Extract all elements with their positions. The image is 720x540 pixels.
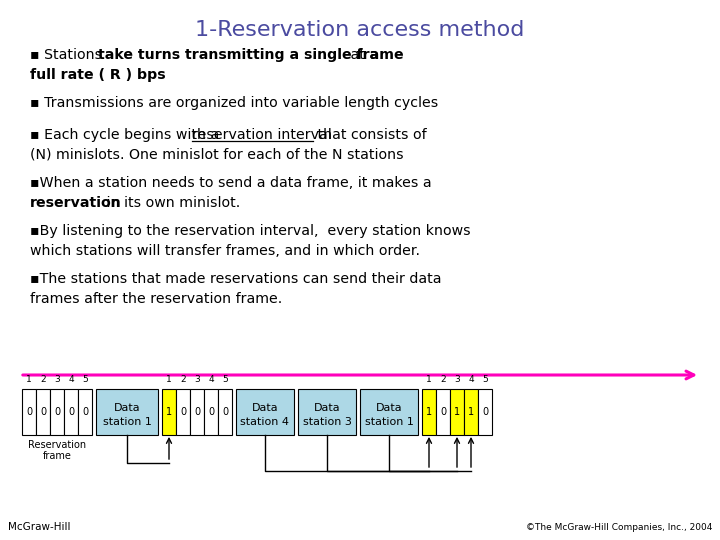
Bar (478, 389, 492, 435)
Text: 1: 1 (426, 375, 432, 384)
Bar (360, 389, 418, 435)
Text: station 1: station 1 (102, 417, 151, 427)
Text: in its own minislot.: in its own minislot. (102, 196, 240, 210)
Text: ▪By listening to the reservation interval,  every station knows: ▪By listening to the reservation interva… (30, 224, 471, 238)
Text: 0: 0 (180, 407, 186, 417)
Text: station 3: station 3 (302, 417, 351, 427)
Bar (78, 389, 92, 435)
Text: Reservation: Reservation (28, 440, 86, 450)
Text: take turns transmitting a single frame: take turns transmitting a single frame (98, 48, 404, 62)
Text: ©The McGraw-Hill Companies, Inc., 2004: ©The McGraw-Hill Companies, Inc., 2004 (526, 523, 712, 532)
Text: frame: frame (42, 451, 71, 461)
Text: 0: 0 (82, 407, 88, 417)
Text: 5: 5 (482, 375, 488, 384)
Text: reservation: reservation (30, 196, 122, 210)
Bar (422, 389, 436, 435)
Text: Data: Data (314, 403, 341, 413)
Text: frames after the reservation frame.: frames after the reservation frame. (30, 292, 282, 306)
Text: 3: 3 (54, 375, 60, 384)
Text: at a: at a (346, 48, 378, 62)
Text: 5: 5 (222, 375, 228, 384)
Text: (N) minislots. One minislot for each of the N stations: (N) minislots. One minislot for each of … (30, 148, 404, 162)
Text: 0: 0 (68, 407, 74, 417)
Bar (464, 389, 478, 435)
Bar (64, 389, 78, 435)
Text: 4: 4 (468, 375, 474, 384)
Text: 0: 0 (482, 407, 488, 417)
Text: 0: 0 (26, 407, 32, 417)
Text: 1: 1 (166, 375, 172, 384)
Text: ▪ Each cycle begins with a: ▪ Each cycle begins with a (30, 128, 224, 142)
Text: ▪The stations that made reservations can send their data: ▪The stations that made reservations can… (30, 272, 441, 286)
Text: 1-Reservation access method: 1-Reservation access method (195, 20, 525, 40)
Text: ▪ Transmissions are organized into variable length cycles: ▪ Transmissions are organized into varia… (30, 96, 438, 110)
Text: 0: 0 (40, 407, 46, 417)
Bar (96, 389, 158, 435)
Text: which stations will transfer frames, and in which order.: which stations will transfer frames, and… (30, 244, 420, 258)
Text: 1: 1 (426, 407, 432, 417)
Text: 1: 1 (166, 407, 172, 417)
Text: 0: 0 (194, 407, 200, 417)
Text: 2: 2 (440, 375, 446, 384)
Text: station 1: station 1 (364, 417, 413, 427)
Text: 5: 5 (82, 375, 88, 384)
Text: full rate ( R ) bps: full rate ( R ) bps (30, 68, 166, 82)
Text: McGraw-Hill: McGraw-Hill (8, 522, 71, 532)
Text: 1: 1 (468, 407, 474, 417)
Text: 1: 1 (26, 375, 32, 384)
Text: 2: 2 (180, 375, 186, 384)
Text: 0: 0 (208, 407, 214, 417)
Text: 3: 3 (454, 375, 460, 384)
Bar (204, 389, 218, 435)
Text: 0: 0 (222, 407, 228, 417)
Text: 4: 4 (208, 375, 214, 384)
Text: Data: Data (376, 403, 402, 413)
Text: 2: 2 (40, 375, 46, 384)
Text: that consists of: that consists of (313, 128, 427, 142)
Text: 3: 3 (194, 375, 200, 384)
Text: 4: 4 (68, 375, 74, 384)
Bar (218, 389, 232, 435)
Bar (162, 389, 176, 435)
Bar (450, 389, 464, 435)
Bar (22, 389, 36, 435)
Text: Data: Data (114, 403, 140, 413)
Bar (50, 389, 64, 435)
Text: 0: 0 (440, 407, 446, 417)
Text: station 4: station 4 (240, 417, 289, 427)
Text: 0: 0 (54, 407, 60, 417)
Bar (176, 389, 190, 435)
Text: ▪ Stations: ▪ Stations (30, 48, 107, 62)
Bar (436, 389, 450, 435)
Text: 1: 1 (454, 407, 460, 417)
Text: Data: Data (252, 403, 279, 413)
Text: reservation interval: reservation interval (192, 128, 332, 142)
Bar (190, 389, 204, 435)
Text: ▪When a station needs to send a data frame, it makes a: ▪When a station needs to send a data fra… (30, 176, 431, 190)
Bar (298, 389, 356, 435)
Bar (36, 389, 50, 435)
Bar (236, 389, 294, 435)
